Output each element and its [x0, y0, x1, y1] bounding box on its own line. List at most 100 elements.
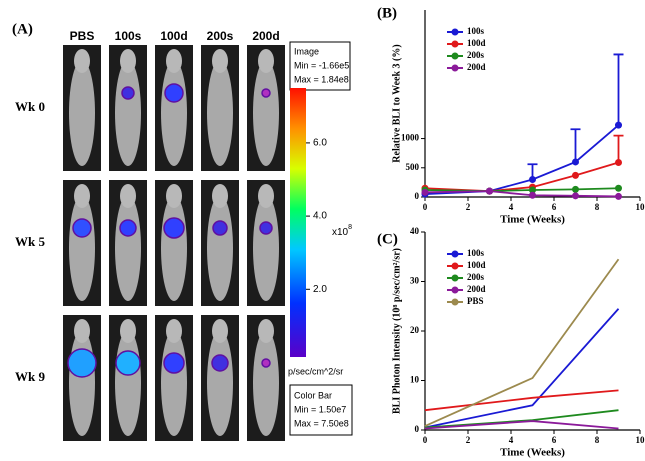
mouse-head — [74, 319, 90, 343]
legend-marker — [451, 250, 459, 258]
legend-marker — [451, 298, 459, 306]
legend-label: 200d — [467, 284, 486, 294]
signal-spot — [72, 218, 92, 238]
legend-marker — [451, 274, 459, 282]
signal-spot — [164, 83, 184, 103]
box-text: Min = -1.66e5 — [294, 60, 349, 70]
colorbar-unit: p/sec/cm^2/sr — [288, 366, 343, 376]
legend-label: 200s — [467, 50, 485, 60]
mouse-head — [212, 319, 228, 343]
point — [615, 121, 622, 129]
mouse-head — [166, 49, 182, 73]
y-tick-label: 40 — [410, 226, 420, 236]
panel-label: (A) — [12, 21, 33, 37]
legend-label: 100s — [467, 248, 485, 258]
y-tick-label: 1000 — [401, 133, 420, 143]
legend-label: PBS — [467, 296, 484, 306]
x-tick-label: 10 — [636, 435, 645, 445]
box-text: Min = 1.50e7 — [294, 404, 346, 414]
mouse-body — [69, 195, 95, 301]
mouse-head — [258, 49, 274, 73]
error-bar — [570, 128, 581, 162]
mouse-head — [212, 184, 228, 208]
box-text: Max = 1.84e8 — [294, 74, 349, 84]
x-tick-label: 0 — [423, 202, 428, 212]
mouse-body — [115, 330, 141, 436]
x-tick-label: 4 — [509, 435, 514, 445]
legend-marker — [451, 40, 459, 48]
mouse-head — [120, 319, 136, 343]
y-tick-label: 10 — [410, 375, 420, 385]
x-tick-label: 6 — [552, 202, 557, 212]
x-tick-label: 0 — [423, 435, 428, 445]
row-label: Wk 0 — [15, 99, 45, 114]
signal-spot — [115, 350, 141, 376]
signal-spot — [261, 358, 271, 368]
point — [529, 191, 536, 199]
point — [421, 188, 429, 196]
image-box — [289, 41, 351, 91]
box-text: Color Bar — [294, 390, 332, 400]
legend-label: 200s — [467, 272, 485, 282]
mouse-head — [120, 184, 136, 208]
mouse-body — [253, 330, 279, 436]
series-line — [424, 124, 620, 195]
legend-marker — [451, 64, 459, 72]
colorbar-tick-label: 2.0 — [313, 284, 327, 295]
mouse-body — [69, 330, 95, 436]
point — [572, 158, 579, 166]
mouse-body — [115, 195, 141, 301]
colorbar-tick-label: 4.0 — [313, 211, 327, 222]
legend-marker — [451, 286, 459, 294]
mouse-body — [69, 60, 95, 166]
series-line — [424, 190, 619, 198]
axes — [424, 232, 640, 431]
x-axis-label: Time (Weeks) — [500, 447, 565, 459]
series-line — [424, 409, 619, 429]
mouse-body — [253, 60, 279, 166]
mouse-head — [258, 184, 274, 208]
x-tick-label: 6 — [552, 435, 557, 445]
column-label: 200s — [207, 29, 234, 43]
point — [572, 192, 579, 200]
point — [529, 186, 536, 194]
point — [486, 187, 493, 195]
column-label: 200d — [252, 29, 279, 43]
legend-label: 100d — [467, 38, 486, 48]
mouse-head — [258, 319, 274, 343]
y-tick-label: 30 — [410, 276, 420, 286]
mouse-body — [207, 195, 233, 301]
column-label: 100s — [115, 29, 142, 43]
mouse-body — [161, 330, 187, 436]
legend-label: 100d — [467, 260, 486, 270]
mouse-body — [207, 60, 233, 166]
signal-spot — [163, 352, 185, 374]
signal-spot — [163, 217, 185, 239]
point — [615, 184, 622, 192]
exp-base: x10 — [332, 227, 349, 238]
x-tick-label: 10 — [636, 202, 645, 212]
box-text: Max = 7.50e8 — [294, 418, 349, 428]
y-tick-label: 0 — [415, 424, 420, 434]
x-tick-label: 2 — [466, 202, 471, 212]
x-axis-label: Time (Weeks) — [500, 214, 565, 226]
signal-spot — [211, 354, 229, 372]
row-label: Wk 5 — [15, 234, 45, 249]
signal-spot — [67, 348, 97, 378]
legend-marker — [451, 28, 459, 36]
y-tick-label: 20 — [410, 325, 420, 335]
x-tick-label: 2 — [466, 435, 471, 445]
colorbar-tick-label: 6.0 — [313, 138, 327, 149]
exp-power: 8 — [348, 224, 352, 231]
signal-spot — [259, 221, 273, 235]
mouse-body — [207, 330, 233, 436]
point — [529, 175, 536, 183]
mouse-head — [212, 49, 228, 73]
column-label: PBS — [70, 29, 95, 43]
x-tick-label: 4 — [509, 202, 514, 212]
point — [615, 159, 622, 167]
colorbar-box — [289, 384, 353, 436]
legend-label: 100s — [467, 26, 485, 36]
y-tick-label: 0 — [415, 191, 420, 201]
